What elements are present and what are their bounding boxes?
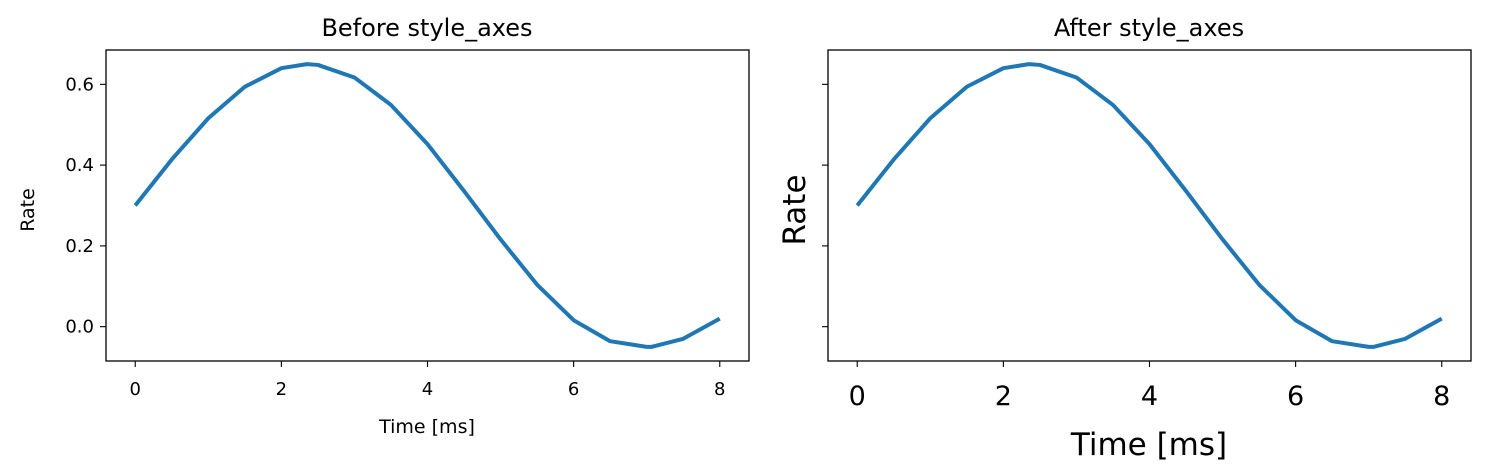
chart-title-after: After style_axes — [1054, 14, 1244, 42]
x-ticks-before: 0 2 4 6 8 — [130, 361, 725, 400]
chart-after: After style_axes 0 2 4 6 8 Time [ms] Rate — [777, 14, 1472, 463]
y-axis-label-after: Rate — [777, 174, 813, 245]
y-tick-label: 0.4 — [65, 155, 94, 176]
x-tick-label: 2 — [995, 381, 1012, 412]
x-axis-label-after: Time [ms] — [1070, 427, 1227, 463]
series-before — [133, 62, 721, 349]
x-tick-label: 2 — [276, 379, 287, 400]
y-tick-label: 0.0 — [65, 317, 94, 338]
x-tick-label: 4 — [422, 379, 433, 400]
series-line — [133, 62, 721, 349]
x-tick-label: 6 — [1287, 381, 1304, 412]
x-tick-label: 6 — [568, 379, 579, 400]
x-tick-label: 4 — [1141, 381, 1158, 412]
x-tick-label: 0 — [849, 381, 866, 412]
y-ticks-after — [822, 83, 828, 328]
x-axis-label-before: Time [ms] — [378, 416, 475, 438]
x-tick-label: 0 — [130, 379, 141, 400]
series-line — [855, 62, 1443, 349]
series-after — [855, 62, 1443, 349]
y-ticks-before: 0.0 0.2 0.4 0.6 — [65, 74, 106, 338]
y-tick-label: 0.2 — [65, 236, 94, 257]
plot-area-after — [827, 49, 1472, 362]
plot-area-before — [105, 49, 750, 362]
y-tick-label: 0.6 — [65, 74, 94, 95]
x-tick-label: 8 — [714, 379, 725, 400]
chart-before: Before style_axes 0 2 4 6 8 0.0 0.2 0.4 0.6 Tim… — [17, 14, 750, 438]
chart-title-before: Before style_axes — [321, 14, 532, 42]
y-axis-label-before: Rate — [17, 188, 39, 232]
x-ticks-after: 0 2 4 6 8 — [849, 361, 1450, 412]
x-tick-label: 8 — [1433, 381, 1450, 412]
